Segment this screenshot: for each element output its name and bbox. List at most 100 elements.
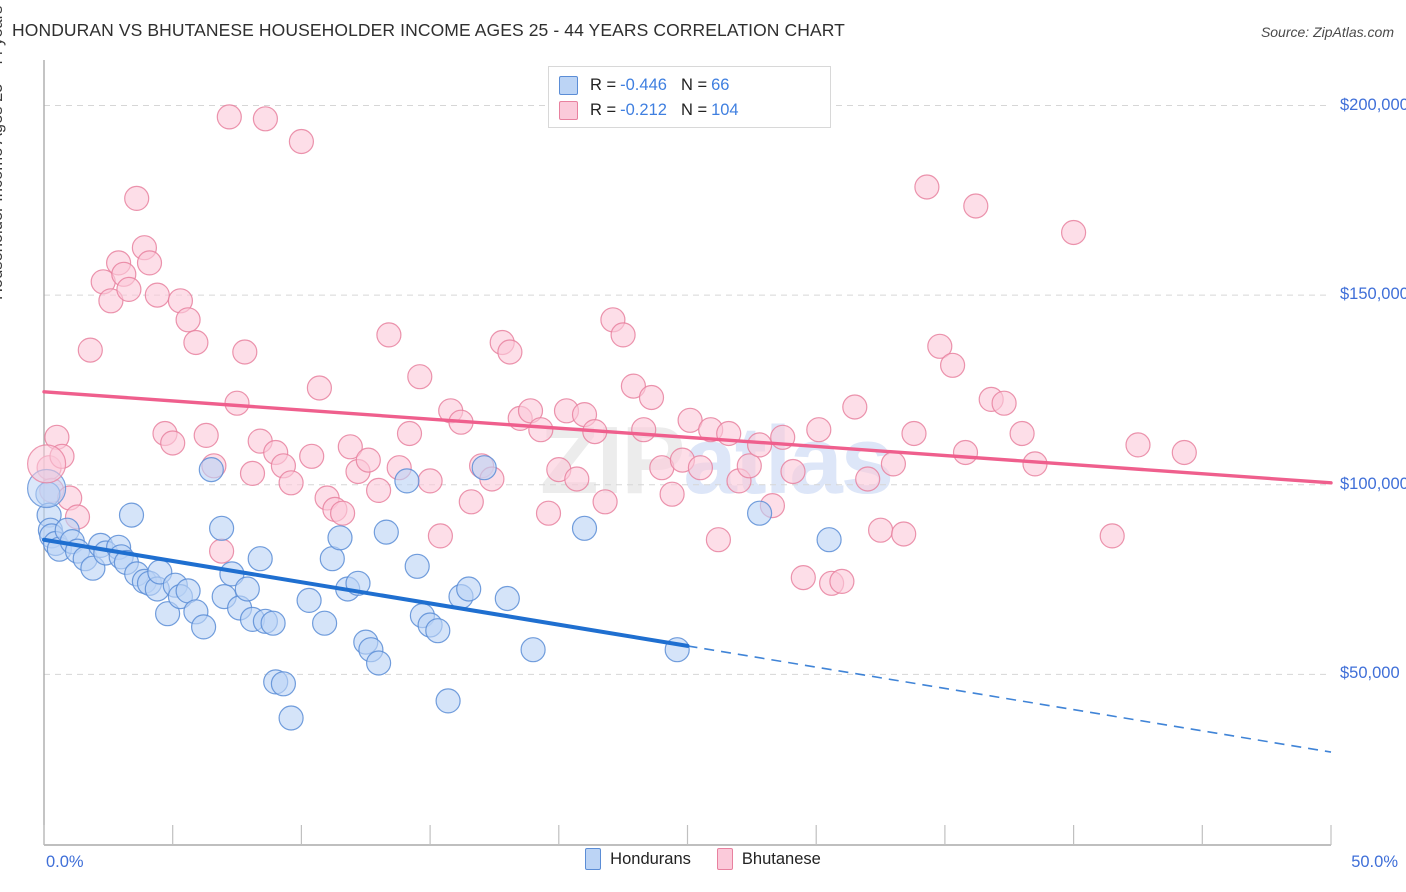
data-point (456, 576, 482, 602)
data-point (520, 637, 546, 663)
data-point (610, 322, 636, 348)
legend-r-label-bhutanese: R = (590, 101, 617, 119)
data-point (247, 546, 273, 572)
x-axis-tick-label-min: 0.0% (46, 853, 84, 871)
data-point-large (27, 444, 67, 484)
legend-r-label-hondurans: R = (590, 76, 617, 94)
data-point (435, 688, 461, 714)
plot-area (27, 60, 1333, 846)
data-point (746, 500, 773, 526)
data-point (376, 322, 402, 348)
data-point (677, 407, 703, 433)
data-point (252, 106, 278, 132)
data-point (144, 282, 170, 308)
data-point (746, 432, 773, 458)
data-point (1125, 432, 1151, 458)
legend-n-label-bhutanese: N = (680, 101, 708, 119)
data-point (77, 337, 103, 363)
data-point (806, 417, 832, 443)
data-point (458, 489, 484, 515)
data-point (497, 339, 523, 365)
data-point (366, 650, 392, 676)
y-axis-title: Householder Income Ages 25 - 44 years (0, 5, 6, 300)
series-label-hondurans: Hondurans (610, 849, 691, 868)
data-point (404, 553, 430, 579)
data-point (891, 521, 917, 547)
data-point (638, 384, 665, 411)
data-point (299, 443, 325, 469)
legend-swatch-hondurans (559, 76, 578, 95)
data-point (829, 568, 855, 595)
data-point (417, 468, 443, 494)
y-axis-tick-label: $200,000 (1340, 95, 1406, 114)
legend-r-value-bhutanese: -0.212 (620, 101, 667, 119)
data-point (306, 375, 332, 401)
legend-n-value-bhutanese: 104 (711, 101, 739, 119)
data-point (927, 333, 953, 359)
data-point (216, 104, 242, 130)
data-point (312, 610, 338, 636)
data-point (880, 451, 907, 477)
page-title: HONDURAN VS BHUTANESE HOUSEHOLDER INCOME… (12, 20, 845, 40)
data-point (535, 500, 562, 526)
data-point (687, 455, 714, 481)
data-point (425, 618, 451, 644)
series-swatch-hondurans (585, 848, 602, 870)
trendline-bhutanese (42, 390, 1333, 485)
trendline-hondurans (42, 537, 690, 648)
data-point (631, 417, 657, 443)
data-point (780, 458, 806, 485)
legend-r-value-hondurans: -0.446 (620, 76, 667, 94)
data-point (160, 430, 186, 456)
data-point (564, 466, 590, 492)
correlation-legend: R = -0.446 N = 66 R = -0.212 N = 104 (548, 66, 831, 128)
data-point (175, 307, 201, 333)
data-point (816, 527, 842, 553)
data-point (1009, 420, 1035, 447)
data-point (407, 364, 433, 390)
series-label-bhutanese: Bhutanese (741, 849, 821, 868)
data-point (183, 329, 209, 356)
data-point (116, 276, 142, 302)
scatter-canvas (27, 60, 1333, 846)
series-points-hondurans (35, 455, 842, 731)
data-point (571, 515, 598, 541)
data-point (193, 422, 219, 448)
data-point (592, 489, 618, 515)
data-point (963, 193, 989, 219)
data-point (914, 174, 940, 200)
series-legend-item-hondurans[interactable]: Hondurans (585, 848, 691, 870)
data-point (118, 502, 145, 528)
data-point (366, 477, 392, 503)
data-point (288, 128, 314, 155)
data-point (198, 457, 224, 483)
data-point (790, 564, 816, 591)
legend-n-label-hondurans: N = (680, 76, 708, 94)
data-point (136, 250, 163, 276)
legend-row-hondurans: R = -0.446 N = 66 (559, 73, 820, 98)
data-point (355, 447, 381, 473)
data-point (337, 434, 363, 460)
data-point (124, 185, 150, 211)
data-point (1060, 219, 1087, 246)
data-point (901, 420, 927, 447)
data-point (952, 439, 979, 466)
data-point (154, 601, 181, 627)
data-point (330, 500, 356, 526)
data-point (855, 466, 881, 492)
data-point (209, 538, 235, 564)
y-axis-tick-label: $50,000 (1340, 664, 1400, 683)
data-point (471, 455, 497, 481)
series-points-bhutanese (36, 104, 1197, 596)
data-point (1099, 523, 1125, 549)
series-legend-item-bhutanese[interactable]: Bhutanese (716, 848, 821, 870)
legend-n-value-hondurans: 66 (711, 76, 730, 94)
series-swatch-bhutanese (716, 848, 733, 870)
data-point (991, 390, 1017, 416)
legend-row-bhutanese: R = -0.212 N = 104 (559, 98, 820, 123)
data-point (98, 288, 124, 314)
data-point (394, 468, 420, 494)
data-point (736, 453, 762, 479)
data-point (278, 705, 304, 731)
